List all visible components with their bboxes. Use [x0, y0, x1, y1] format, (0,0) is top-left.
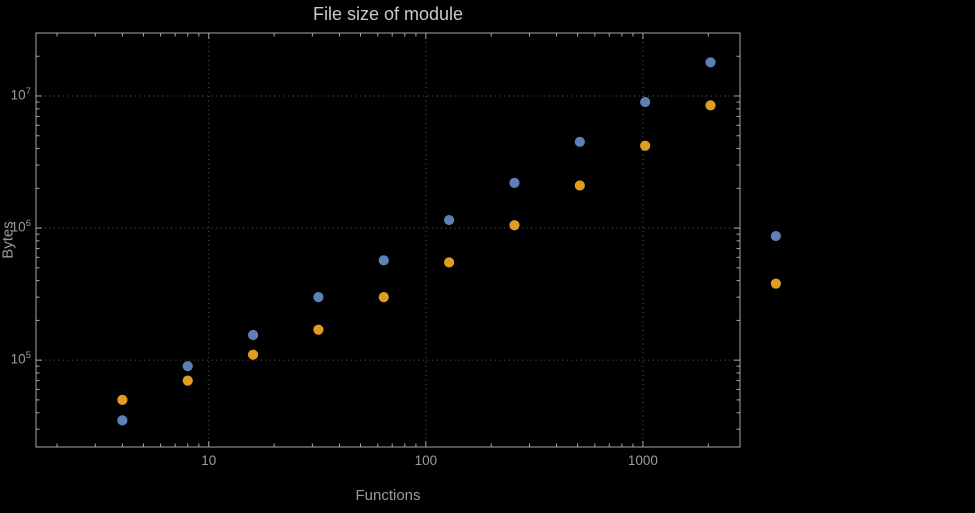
data-point-orange-series	[444, 257, 455, 268]
data-point-blue-series	[509, 177, 520, 188]
chart-title: File size of module	[312, 4, 464, 24]
data-point-blue-series	[247, 329, 259, 341]
x-tick-label: 10	[201, 453, 217, 468]
x-tick-label: 100	[414, 453, 438, 468]
data-point-orange-series	[182, 375, 193, 386]
data-point-orange-series	[509, 220, 520, 231]
data-point-blue-series	[770, 230, 781, 242]
plot-frame	[35, 32, 741, 448]
data-point-blue-series	[182, 361, 193, 372]
data-point-orange-series	[313, 324, 324, 335]
data-point-orange-series	[770, 278, 781, 289]
data-point-blue-series	[574, 136, 585, 147]
data-point-orange-series	[247, 349, 259, 360]
data-point-blue-series	[378, 255, 389, 266]
data-point-orange-series	[705, 100, 716, 111]
y-tick-label: 106	[10, 218, 31, 235]
data-point-orange-series	[117, 394, 128, 406]
y-tick-label: 105	[10, 350, 31, 367]
data-point-orange-series	[574, 180, 585, 191]
data-point-orange-series	[640, 140, 651, 151]
data-point-blue-series	[444, 214, 455, 226]
y-tick-label: 107	[10, 86, 31, 103]
data-point-blue-series	[117, 415, 128, 426]
x-tick-label: 1000	[627, 453, 658, 468]
data-point-blue-series	[705, 57, 716, 68]
data-point-orange-series	[378, 292, 389, 303]
data-point-blue-series	[640, 96, 651, 108]
x-axis-label: Functions	[355, 487, 421, 504]
data-point-blue-series	[313, 292, 324, 303]
